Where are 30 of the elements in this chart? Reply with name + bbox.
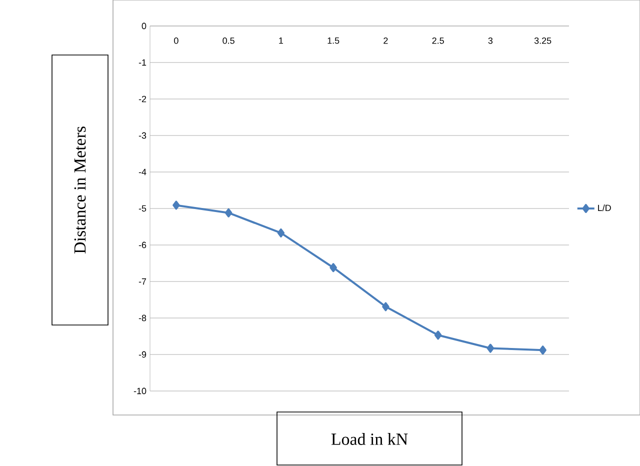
- y-tick-label: -2: [138, 96, 146, 102]
- y-tick-label: -8: [138, 314, 146, 322]
- y-tick-label: -9: [138, 351, 146, 358]
- point: [434, 330, 442, 340]
- y-tick-label: -3: [138, 132, 146, 139]
- point: [172, 200, 180, 210]
- legend-label: L/D: [598, 204, 611, 212]
- x-tick-label: 0.5: [222, 38, 234, 44]
- x-tick-label: 2: [384, 38, 388, 44]
- point: [224, 208, 232, 218]
- x-tick-label: 3.25: [534, 38, 552, 44]
- point: [539, 346, 546, 355]
- x-tick-label: 0: [174, 38, 178, 44]
- y-tick-label: -5: [138, 205, 146, 212]
- y-tick-label: -7: [138, 278, 146, 285]
- y-tick-label: -4: [138, 168, 146, 176]
- x-tick-label: 1: [279, 38, 283, 44]
- x-tick-label: 1.5: [328, 38, 340, 44]
- point: [486, 344, 494, 353]
- point: [277, 228, 285, 238]
- y-tick-label: 0: [142, 22, 146, 30]
- y-tick-label: -10: [134, 388, 146, 394]
- x-tick-label: 3: [488, 38, 493, 44]
- point: [330, 263, 337, 272]
- x-axis-title: Load in kN: [331, 433, 408, 445]
- x-tick-label: 2.5: [432, 38, 444, 44]
- y-axis-title: Distance in Meters: [74, 126, 86, 254]
- y-tick-label: -1: [138, 59, 146, 66]
- point: [382, 302, 390, 312]
- y-tick-label: -6: [138, 242, 146, 248]
